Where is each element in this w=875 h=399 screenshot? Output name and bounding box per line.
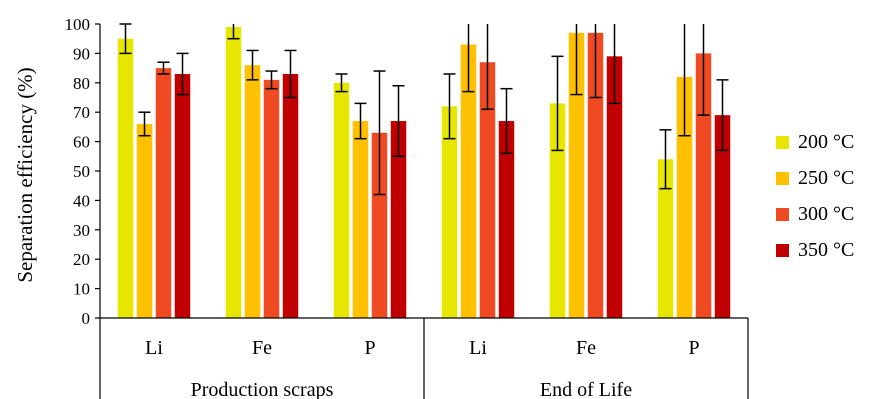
legend-label-2: 250 °C bbox=[798, 167, 854, 189]
bar-li-1-series-2 bbox=[136, 123, 153, 319]
legend-label-3: 300 °C bbox=[798, 203, 854, 225]
y-tick-label-80: 80 bbox=[73, 74, 90, 93]
y-tick-label-60: 60 bbox=[73, 133, 90, 152]
x-category-label-1: Li bbox=[145, 337, 163, 359]
axes-layer bbox=[95, 23, 749, 399]
bar-p-3-series-3 bbox=[371, 132, 388, 318]
legend-swatch-4 bbox=[776, 244, 789, 257]
bar-fe-5-series-3 bbox=[587, 32, 604, 318]
bar-p-6-series-1 bbox=[657, 159, 674, 318]
legend-label-1: 200 °C bbox=[798, 131, 854, 153]
y-tick-label-100: 100 bbox=[65, 15, 91, 34]
y-axis-title: Separation efficiency (%) bbox=[13, 67, 37, 282]
y-tick-label-20: 20 bbox=[73, 250, 90, 269]
bar-li-4-series-3 bbox=[479, 62, 496, 318]
bar-li-4-series-2 bbox=[460, 44, 477, 319]
x-category-label-3: P bbox=[364, 337, 375, 359]
legend-swatch-2 bbox=[776, 172, 789, 185]
bar-p-6-series-2 bbox=[676, 76, 693, 318]
y-tick-label-40: 40 bbox=[73, 191, 90, 210]
bar-p-6-series-3 bbox=[695, 53, 712, 319]
bar-fe-5-series-4 bbox=[606, 56, 623, 319]
bar-fe-2-series-1 bbox=[225, 26, 242, 318]
labels-layer: 0 10 20 30 40 50 60 70 80 90 100 Li Fe P Li Fe P Producti… bbox=[13, 15, 700, 399]
bar-fe-5-series-2 bbox=[568, 32, 585, 318]
legend-swatch-1 bbox=[776, 136, 789, 149]
bar-p-3-series-4 bbox=[390, 121, 407, 319]
bar-li-4-series-4 bbox=[498, 121, 515, 319]
bar-p-3-series-1 bbox=[333, 82, 350, 318]
x-category-label-4: Li bbox=[469, 337, 487, 359]
bar-fe-5-series-1 bbox=[549, 103, 566, 318]
bar-fe-2-series-2 bbox=[244, 65, 261, 318]
bar-li-4-series-1 bbox=[441, 106, 458, 318]
bars-layer bbox=[117, 26, 731, 319]
error-bars-layer bbox=[119, 23, 729, 196]
legend-label-4: 350 °C bbox=[798, 239, 854, 261]
x-group-label-1: Production scraps bbox=[191, 379, 334, 399]
bar-p-6-series-4 bbox=[714, 115, 731, 318]
bar-li-1-series-1 bbox=[117, 38, 134, 318]
x-category-label-2: Fe bbox=[252, 337, 272, 359]
legend-swatch-3 bbox=[776, 208, 789, 221]
y-tick-label-70: 70 bbox=[73, 103, 90, 122]
x-group-label-2: End of Life bbox=[540, 379, 632, 399]
y-tick-label-0: 0 bbox=[82, 309, 91, 328]
y-tick-label-10: 10 bbox=[73, 280, 90, 299]
x-category-label-5: Fe bbox=[576, 337, 596, 359]
bar-p-3-series-2 bbox=[352, 121, 369, 319]
bar-li-1-series-4 bbox=[174, 73, 191, 318]
y-tick-label-30: 30 bbox=[73, 221, 90, 240]
bar-fe-2-series-3 bbox=[263, 79, 280, 318]
x-category-label-6: P bbox=[688, 337, 699, 359]
legend: 200 °C 250 °C 300 °C 350 °C bbox=[776, 131, 854, 261]
bar-fe-2-series-4 bbox=[282, 73, 299, 318]
y-tick-label-90: 90 bbox=[73, 44, 90, 63]
bar-li-1-series-3 bbox=[155, 68, 172, 318]
y-tick-label-50: 50 bbox=[73, 162, 90, 181]
